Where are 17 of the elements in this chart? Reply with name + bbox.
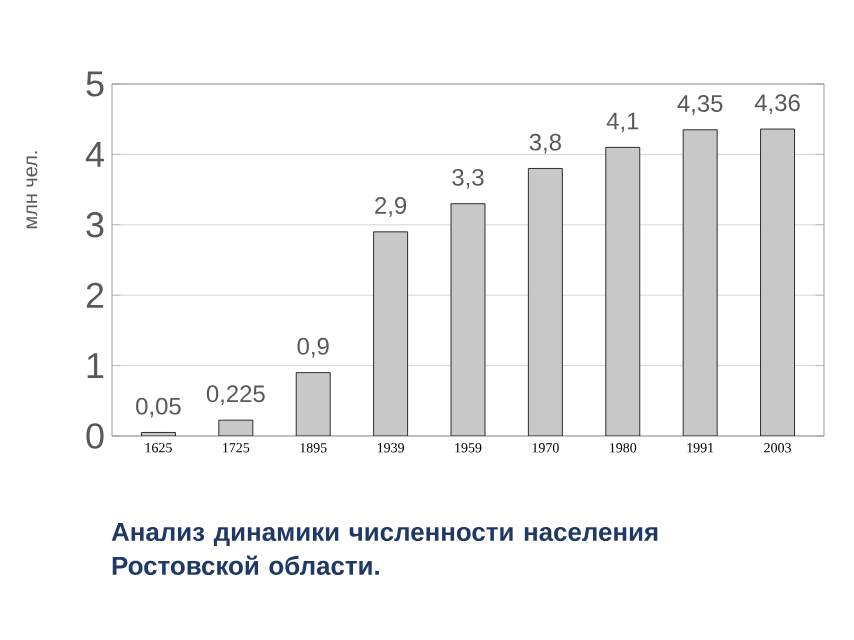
data-label: 0,05 — [136, 397, 181, 418]
data-label: 0,225 — [206, 385, 265, 406]
data-label: 0,9 — [297, 337, 329, 358]
data-label: 4,36 — [754, 94, 800, 115]
data-label: 4,1 — [606, 112, 639, 133]
y-tick-label: 1 — [87, 353, 104, 378]
data-label: 4,35 — [677, 94, 723, 115]
y-axis-title: млн чел. — [26, 151, 38, 229]
data-label: 2,9 — [375, 197, 407, 217]
y-tick-label: 0 — [86, 423, 104, 449]
y-tick-label: 5 — [86, 71, 104, 97]
text: Анализ динамики численности населения Ростовской области. — [111, 523, 658, 575]
data-label: 3,8 — [529, 133, 561, 154]
data-label: 3,3 — [452, 168, 484, 189]
y-tick-label: 3 — [86, 212, 104, 238]
y-tick-label: 4 — [85, 142, 104, 167]
y-tick-label: 2 — [86, 282, 104, 308]
